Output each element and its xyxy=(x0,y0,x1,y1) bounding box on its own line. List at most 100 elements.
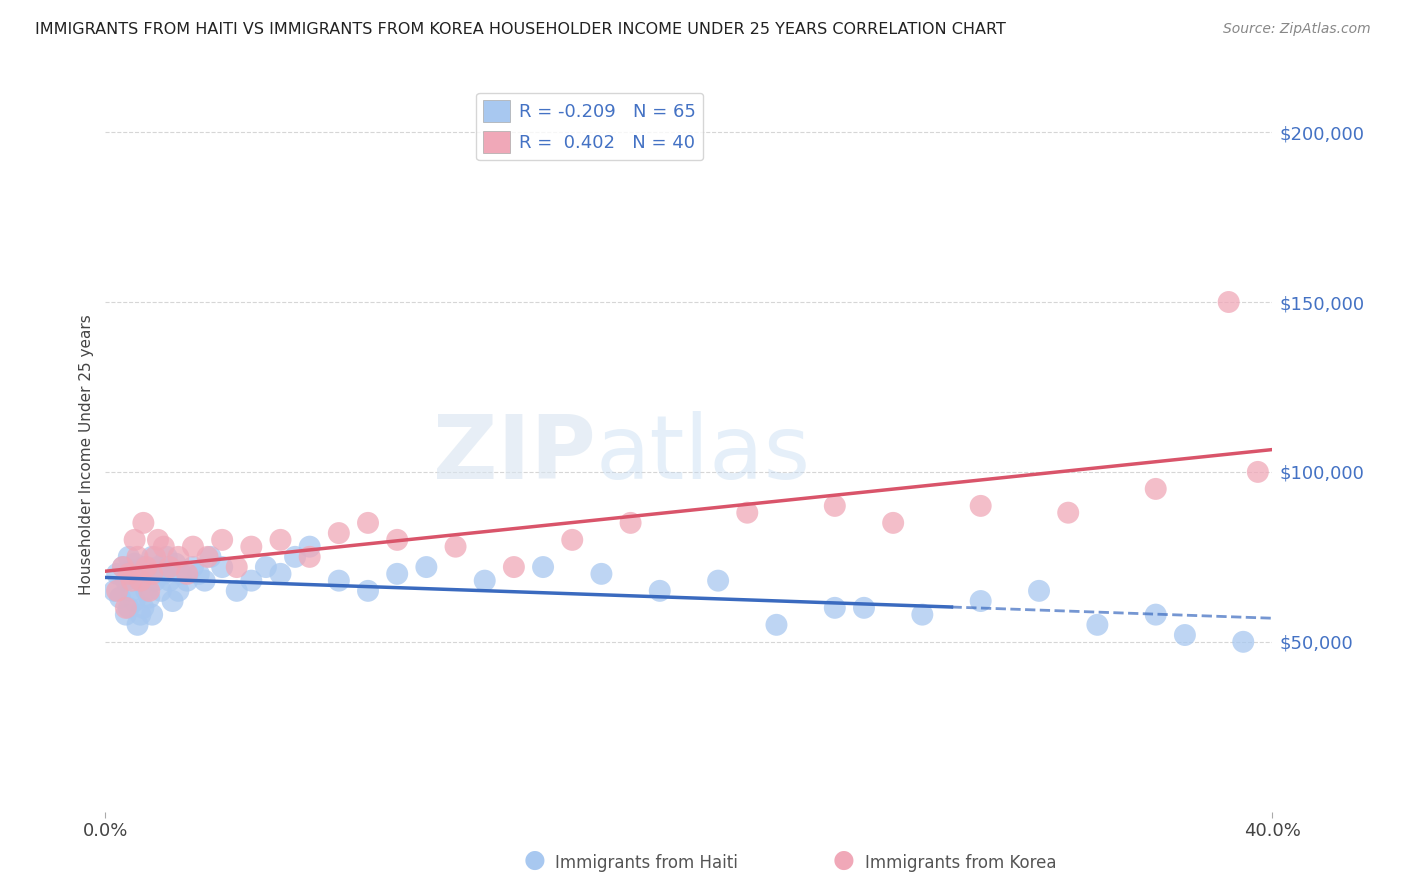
Y-axis label: Householder Income Under 25 years: Householder Income Under 25 years xyxy=(79,315,94,595)
Point xyxy=(129,574,152,588)
Point xyxy=(969,499,991,513)
Point xyxy=(474,574,496,588)
Point xyxy=(124,557,146,571)
Point xyxy=(146,533,169,547)
Point xyxy=(167,583,190,598)
Text: IMMIGRANTS FROM HAITI VS IMMIGRANTS FROM KOREA HOUSEHOLDER INCOME UNDER 25 YEARS: IMMIGRANTS FROM HAITI VS IMMIGRANTS FROM… xyxy=(35,22,1007,37)
Point xyxy=(143,549,166,564)
Point xyxy=(129,607,152,622)
Point xyxy=(1028,583,1050,598)
Point xyxy=(138,591,160,605)
Point xyxy=(127,566,149,581)
Point xyxy=(969,594,991,608)
Point xyxy=(149,583,172,598)
Point xyxy=(824,600,846,615)
Point xyxy=(211,560,233,574)
Point xyxy=(105,583,128,598)
Point xyxy=(103,583,125,598)
Point xyxy=(765,617,787,632)
Point xyxy=(176,566,198,581)
Point xyxy=(284,549,307,564)
Point xyxy=(135,583,157,598)
Point xyxy=(143,574,166,588)
Point xyxy=(502,560,524,574)
Point xyxy=(328,526,350,541)
Point xyxy=(1144,482,1167,496)
Point xyxy=(1057,506,1080,520)
Point xyxy=(415,560,437,574)
Point xyxy=(121,583,143,598)
Point xyxy=(129,574,152,588)
Text: Source: ZipAtlas.com: Source: ZipAtlas.com xyxy=(1223,22,1371,37)
Point xyxy=(357,516,380,530)
Point xyxy=(707,574,730,588)
Point xyxy=(132,560,155,574)
Point xyxy=(591,566,613,581)
Point xyxy=(181,560,204,574)
Point xyxy=(200,549,222,564)
Point xyxy=(118,566,141,581)
Point xyxy=(357,583,380,598)
Point xyxy=(1218,295,1240,310)
Text: ZIP: ZIP xyxy=(433,411,596,499)
Text: Immigrants from Haiti: Immigrants from Haiti xyxy=(555,855,738,872)
Point xyxy=(254,560,277,574)
Point xyxy=(132,516,155,530)
Point xyxy=(1144,607,1167,622)
Point xyxy=(141,607,163,622)
Point xyxy=(328,574,350,588)
Point xyxy=(124,533,146,547)
Point xyxy=(115,574,138,588)
Point xyxy=(111,560,134,574)
Point xyxy=(108,591,131,605)
Point xyxy=(187,566,209,581)
Legend: R = -0.209   N = 65, R =  0.402   N = 40: R = -0.209 N = 65, R = 0.402 N = 40 xyxy=(477,93,703,161)
Point xyxy=(385,533,408,547)
Point xyxy=(152,540,174,554)
Point xyxy=(111,560,134,574)
Point xyxy=(118,600,141,615)
Point xyxy=(298,549,321,564)
Point xyxy=(240,540,263,554)
Point xyxy=(159,574,181,588)
Point xyxy=(124,594,146,608)
Point xyxy=(167,549,190,564)
Point xyxy=(115,600,138,615)
Point xyxy=(1174,628,1197,642)
Point xyxy=(211,533,233,547)
Point xyxy=(152,566,174,581)
Text: Immigrants from Korea: Immigrants from Korea xyxy=(865,855,1056,872)
Point xyxy=(121,574,143,588)
Text: atlas: atlas xyxy=(596,411,811,499)
Point xyxy=(141,549,163,564)
Point xyxy=(138,566,160,581)
Point xyxy=(132,600,155,615)
Point xyxy=(141,566,163,581)
Point xyxy=(127,617,149,632)
Point xyxy=(127,549,149,564)
Point xyxy=(115,607,138,622)
Point xyxy=(269,533,292,547)
Point xyxy=(824,499,846,513)
Point xyxy=(135,564,157,578)
Point xyxy=(135,560,157,574)
Text: ●: ● xyxy=(832,848,855,872)
Point xyxy=(176,574,198,588)
Text: ●: ● xyxy=(523,848,546,872)
Point xyxy=(162,594,184,608)
Point xyxy=(165,557,187,571)
Point xyxy=(159,560,181,574)
Point xyxy=(194,574,217,588)
Point xyxy=(105,566,128,581)
Point xyxy=(561,533,583,547)
Point xyxy=(118,549,141,564)
Point xyxy=(197,549,219,564)
Point xyxy=(240,574,263,588)
Point xyxy=(737,506,759,520)
Point xyxy=(146,560,169,574)
Point xyxy=(1247,465,1270,479)
Point xyxy=(121,564,143,578)
Point xyxy=(156,549,179,564)
Point xyxy=(225,583,247,598)
Point xyxy=(385,566,408,581)
